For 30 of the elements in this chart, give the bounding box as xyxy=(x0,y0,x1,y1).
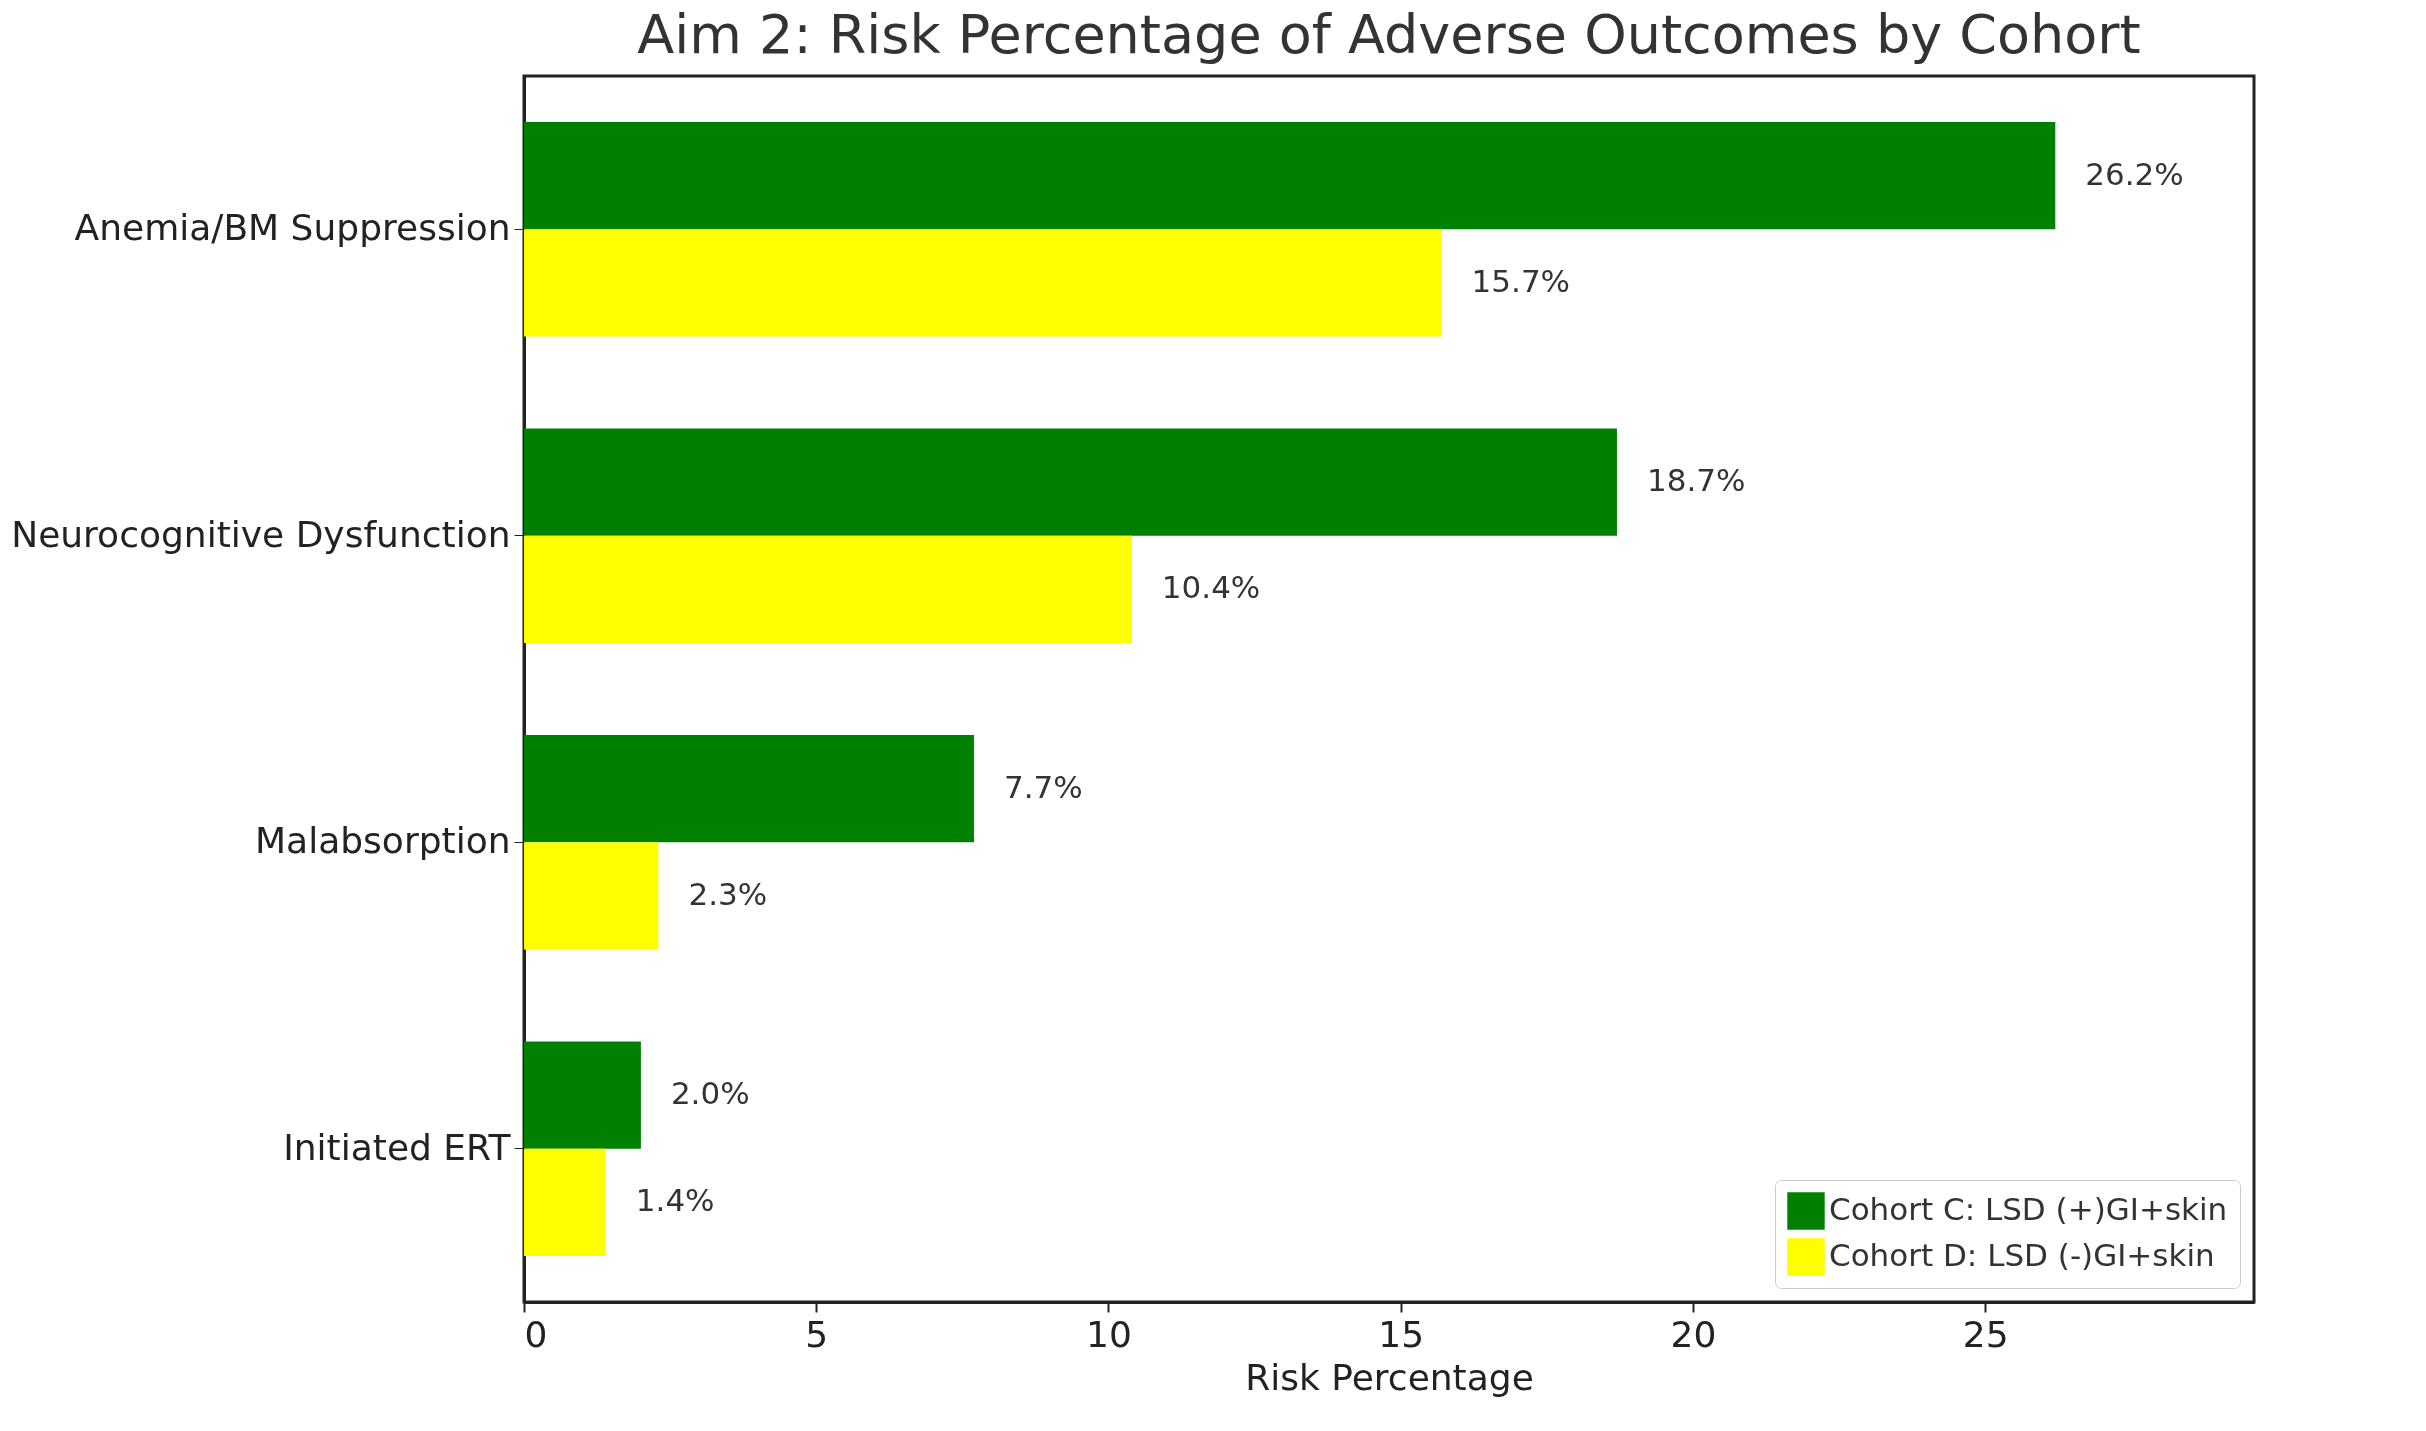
x-tick-label: 10 xyxy=(1086,1313,1132,1355)
data-label: 10.4% xyxy=(1161,569,1261,606)
bar xyxy=(524,1148,606,1257)
data-label: 2.0% xyxy=(670,1075,750,1112)
bar xyxy=(524,535,1132,644)
bar xyxy=(524,428,1617,536)
x-tick-label: 5 xyxy=(805,1313,829,1355)
data-label: 15.7% xyxy=(1471,262,1571,299)
y-tick-label: Initiated ERT xyxy=(283,1126,512,1168)
legend-label: Cohort D: LSD (-)GI+skin xyxy=(1829,1237,2215,1273)
x-tick-label: 0 xyxy=(524,1313,548,1355)
y-tick-label: Anemia/BM Suppression xyxy=(74,207,511,249)
x-axis-title: Risk Percentage xyxy=(1245,1356,1534,1398)
bar xyxy=(524,121,2056,230)
bar xyxy=(524,1041,641,1149)
data-label: 26.2% xyxy=(2085,155,2184,192)
chart-title: Aim 2: Risk Percentage of Adverse Outcomes by Cohort xyxy=(637,3,2141,66)
x-tick-label: 25 xyxy=(1962,1313,2009,1355)
data-label: 1.4% xyxy=(635,1182,715,1219)
x-tick-label: 20 xyxy=(1670,1313,1717,1355)
data-label: 2.3% xyxy=(688,875,768,912)
y-tick-label: Neurocognitive Dysfunction xyxy=(11,513,511,555)
y-tick-label: Malabsorption xyxy=(255,820,511,862)
data-label: 18.7% xyxy=(1646,462,1746,499)
data-label: 7.7% xyxy=(1004,768,1083,805)
bar xyxy=(524,229,1442,337)
bar xyxy=(524,842,659,950)
x-tick-label: 15 xyxy=(1378,1313,1425,1355)
bar xyxy=(524,734,975,843)
legend-label: Cohort C: LSD (+)GI+skin xyxy=(1829,1191,2228,1227)
